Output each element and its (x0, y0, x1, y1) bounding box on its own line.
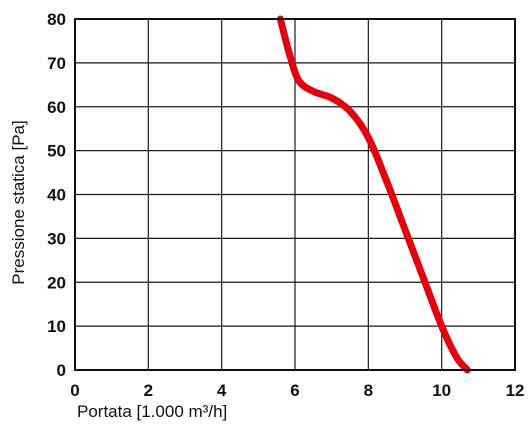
y-tick-label: 10 (47, 317, 66, 336)
plot-frame (74, 18, 516, 371)
grid (74, 18, 516, 371)
series-layer (276, 15, 471, 374)
x-tick-label: 8 (364, 381, 373, 400)
y-tick-labels: 0 10 20 30 40 50 60 70 80 (47, 10, 66, 380)
y-tick-label: 0 (57, 361, 66, 380)
y-tick-label: 80 (47, 10, 66, 29)
x-tick-label: 4 (217, 381, 227, 400)
x-tick-label: 12 (506, 381, 525, 400)
x-tick-label: 10 (432, 381, 451, 400)
y-tick-label: 40 (47, 186, 66, 205)
y-tick-label: 70 (47, 54, 66, 73)
y-axis-label: Pressione statica [Pa] (9, 120, 28, 284)
x-axis-label: Portata [1.000 m³/h] (77, 402, 227, 421)
y-tick-label: 50 (47, 142, 66, 161)
x-tick-label: 6 (290, 381, 299, 400)
series-line-0 (276, 15, 471, 374)
x-tick-label: 2 (144, 381, 153, 400)
x-tick-labels: 0 2 4 6 8 10 12 (70, 381, 524, 400)
x-tick-label: 0 (70, 381, 79, 400)
y-tick-label: 20 (47, 273, 66, 292)
y-tick-label: 60 (47, 98, 66, 117)
y-tick-label: 30 (47, 229, 66, 248)
